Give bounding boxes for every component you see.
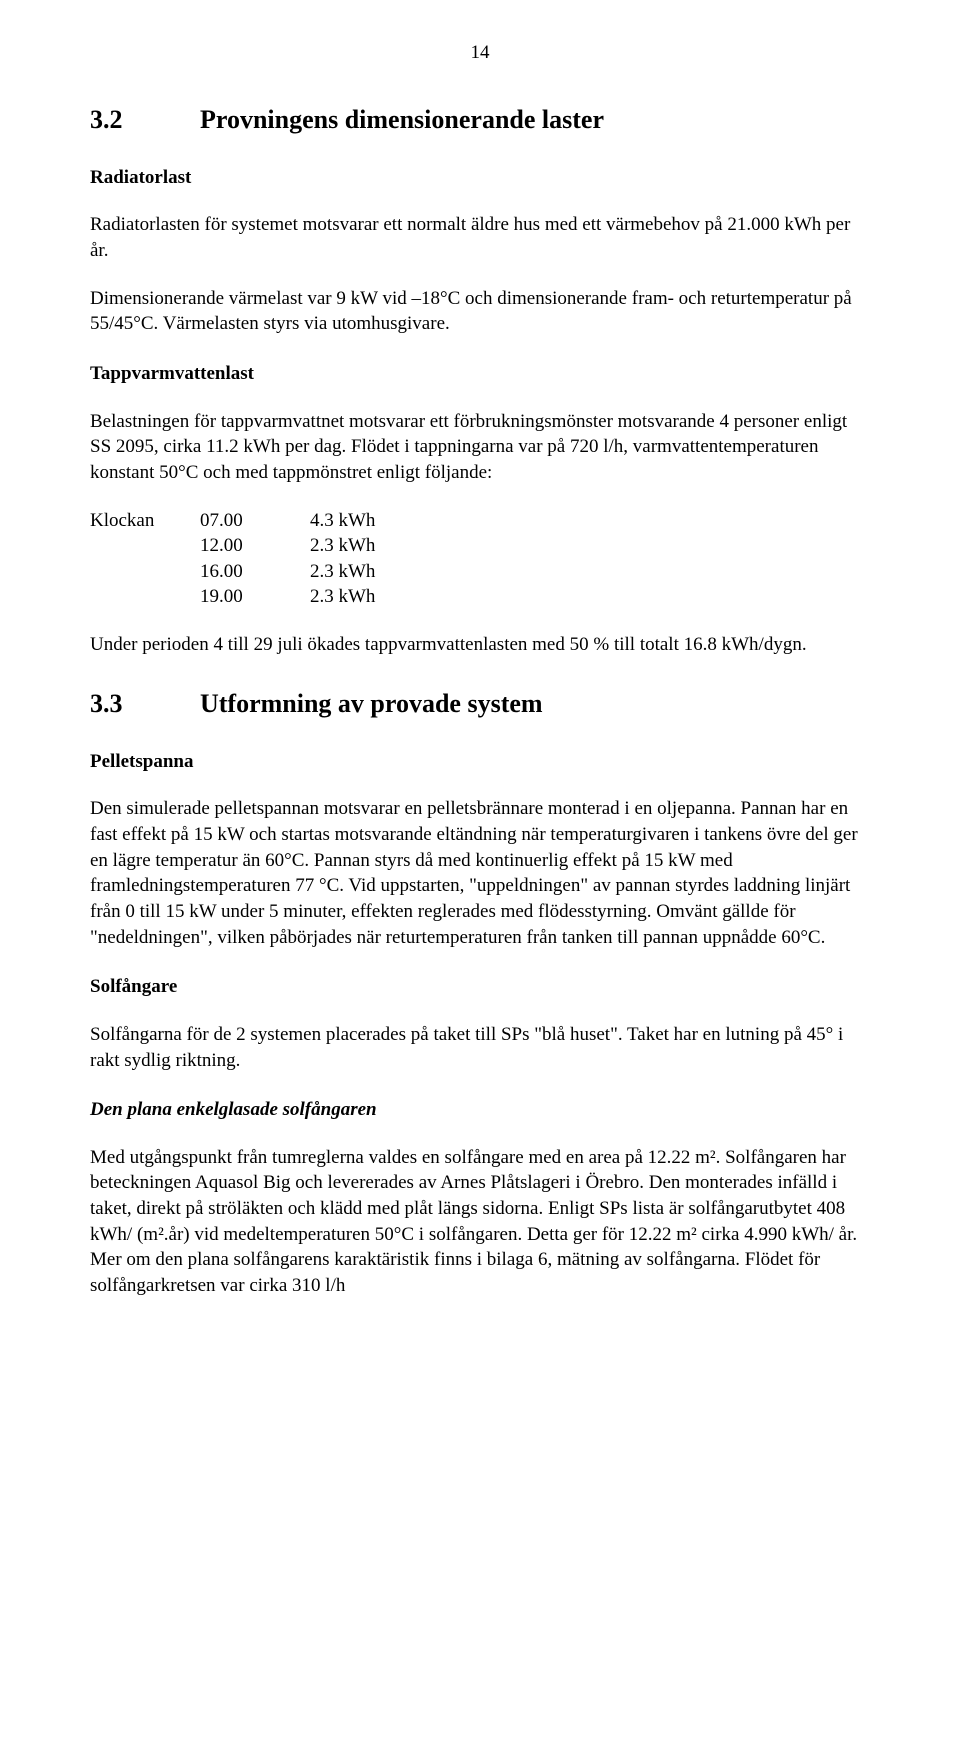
para-pelletspanna-1: Den simulerade pelletspannan motsvarar e… — [90, 796, 870, 950]
heading-plana-solfangare: Den plana enkelglasade solfångaren — [90, 1097, 870, 1123]
para-plana-1: Med utgångspunkt från tumreglerna valdes… — [90, 1145, 870, 1299]
heading-solfangare: Solfångare — [90, 974, 870, 1000]
table-row: 12.00 2.3 kWh — [90, 533, 870, 559]
table-cell-value: 2.3 kWh — [310, 533, 420, 559]
heading-tappvarmvattenlast: Tappvarmvattenlast — [90, 361, 870, 387]
table-cell-value: 2.3 kWh — [310, 559, 420, 585]
table-cell-time: 12.00 — [200, 533, 310, 559]
table-row: 16.00 2.3 kWh — [90, 559, 870, 585]
heading-pelletspanna: Pelletspanna — [90, 749, 870, 775]
tapp-schedule-table: Klockan 07.00 4.3 kWh 12.00 2.3 kWh 16.0… — [90, 508, 870, 611]
table-cell-blank — [90, 533, 200, 559]
table-cell-label: Klockan — [90, 508, 200, 534]
table-cell-time: 19.00 — [200, 584, 310, 610]
para-radiatorlast-1: Radiatorlasten för systemet motsvarar et… — [90, 212, 870, 263]
table-cell-blank — [90, 559, 200, 585]
para-tappvarmvattenlast-1: Belastningen för tappvarmvattnet motsvar… — [90, 409, 870, 486]
para-radiatorlast-2: Dimensionerande värmelast var 9 kW vid –… — [90, 286, 870, 337]
heading-radiatorlast: Radiatorlast — [90, 165, 870, 191]
table-row: 19.00 2.3 kWh — [90, 584, 870, 610]
heading-3-3-title: Utformning av provade system — [200, 686, 543, 721]
heading-3-2-title: Provningens dimensionerande laster — [200, 102, 604, 137]
heading-3-2-number: 3.2 — [90, 102, 200, 137]
para-solfangare-1: Solfångarna för de 2 systemen placerades… — [90, 1022, 870, 1073]
table-cell-time: 16.00 — [200, 559, 310, 585]
table-cell-value: 4.3 kWh — [310, 508, 420, 534]
heading-3-2: 3.2 Provningens dimensionerande laster — [90, 102, 870, 137]
table-cell-time: 07.00 — [200, 508, 310, 534]
table-row: Klockan 07.00 4.3 kWh — [90, 508, 870, 534]
page-number: 14 — [90, 40, 870, 66]
para-tappvarmvattenlast-2: Under perioden 4 till 29 juli ökades tap… — [90, 632, 870, 658]
heading-3-3-number: 3.3 — [90, 686, 200, 721]
heading-3-3: 3.3 Utformning av provade system — [90, 686, 870, 721]
table-cell-blank — [90, 584, 200, 610]
table-cell-value: 2.3 kWh — [310, 584, 420, 610]
